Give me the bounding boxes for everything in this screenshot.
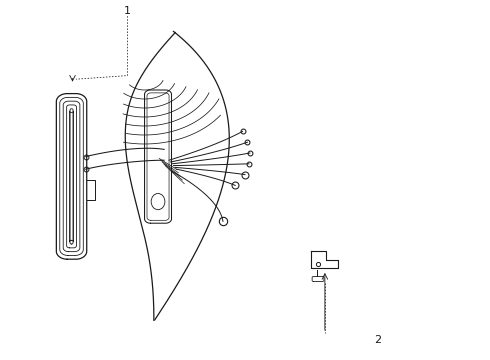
Text: 1: 1 <box>124 6 131 16</box>
Text: 2: 2 <box>374 335 381 345</box>
